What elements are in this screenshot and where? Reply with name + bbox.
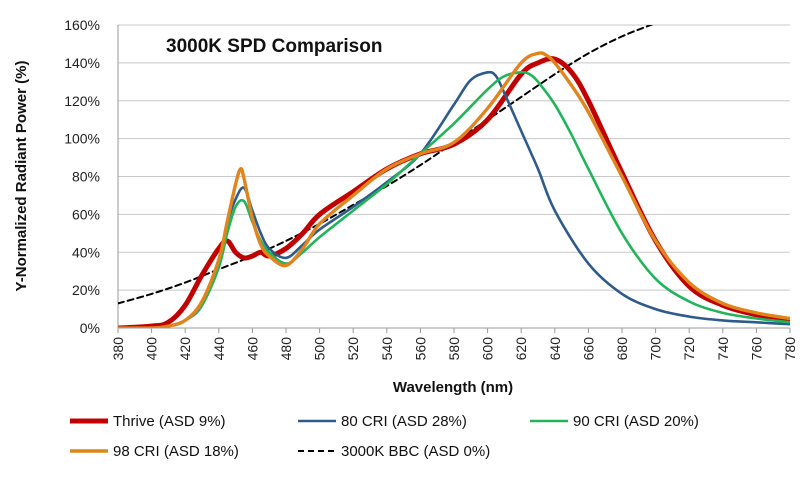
y-tick-label: 60% [72, 206, 100, 222]
x-tick-label: 760 [748, 337, 764, 361]
x-tick-label: 640 [547, 337, 563, 361]
x-tick-label: 700 [648, 337, 664, 361]
series-line-cri98 [118, 51, 790, 328]
y-tick-label: 160% [64, 17, 100, 33]
y-tick-label: 120% [64, 93, 100, 109]
x-tick-label: 580 [446, 337, 462, 361]
y-tick-label: 100% [64, 131, 100, 147]
x-tick-label: 540 [379, 337, 395, 361]
x-tick-label: 740 [715, 337, 731, 361]
legend-label-thrive: Thrive (ASD 9%) [113, 413, 226, 430]
x-tick-label: 560 [412, 337, 428, 361]
legend-label-cri98: 98 CRI (ASD 18%) [113, 443, 239, 460]
y-axis-label: Y-Normalized Radiant Power (%) [13, 61, 30, 292]
x-tick-label: 520 [345, 337, 361, 361]
legend: Thrive (ASD 9%) 80 CRI (ASD 28%) 90 CRI (A… [70, 413, 699, 460]
x-tick-label: 720 [681, 337, 697, 361]
x-tick-label: 480 [278, 337, 294, 361]
y-tick-label: 40% [72, 244, 100, 260]
series-line-cri90 [118, 70, 790, 328]
legend-label-cri90: 90 CRI (ASD 20%) [573, 413, 699, 430]
legend-label-cri80: 80 CRI (ASD 28%) [341, 413, 467, 430]
chart-title: 3000K SPD Comparison [166, 36, 382, 57]
x-tick-label: 420 [177, 337, 193, 361]
y-tick-label: 140% [64, 55, 100, 71]
x-tick-label: 400 [144, 337, 160, 361]
series-line-thrive [118, 56, 790, 328]
x-tick-label: 600 [480, 337, 496, 361]
x-tick-label: 780 [782, 337, 798, 361]
x-tick-label: 660 [580, 337, 596, 361]
x-tick-label: 380 [110, 337, 126, 361]
y-tick-label: 80% [72, 169, 100, 185]
legend-label-bbc: 3000K BBC (ASD 0%) [341, 443, 490, 460]
y-tick-label: 20% [72, 282, 100, 298]
y-tick-label: 0% [80, 320, 100, 336]
axes: 0% 20% 40% 60% 80% 100% 120% 140% 160% 380 400 420 4… [64, 17, 798, 360]
x-tick-label: 460 [244, 337, 260, 361]
x-axis-label: Wavelength (nm) [393, 379, 513, 396]
x-tick-label: 680 [614, 337, 630, 361]
x-tick-label: 440 [211, 337, 227, 361]
x-tick-label: 620 [513, 337, 529, 361]
series-lines [118, 25, 790, 328]
x-tick-label: 500 [312, 337, 328, 361]
